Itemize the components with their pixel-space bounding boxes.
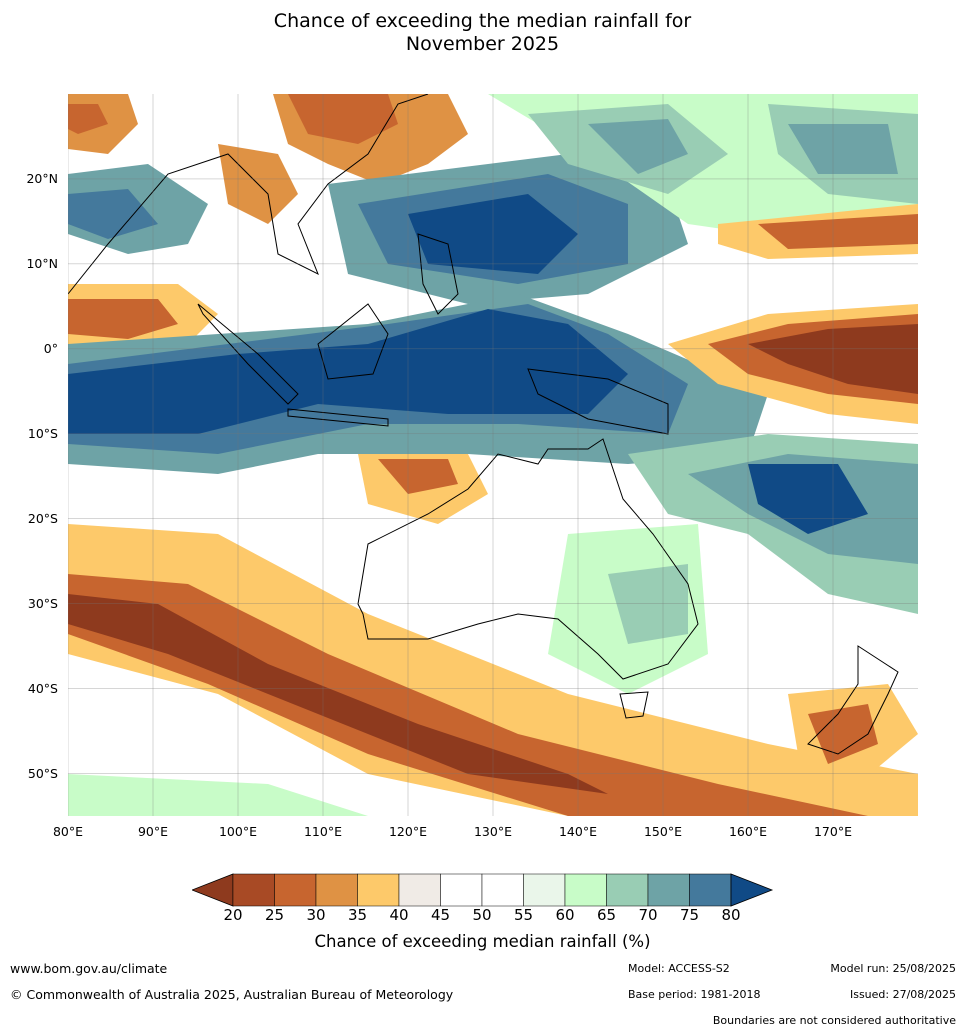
lon-tick-label: 130°E	[473, 824, 512, 839]
new-zealand-coastline	[807, 645, 899, 755]
lat-tick-label: 20°S	[27, 510, 58, 526]
colorbar-segment	[689, 873, 732, 907]
colorbar-segment	[647, 873, 690, 907]
colorbar-level-label: 75	[679, 906, 700, 924]
colorbar-arrow-low	[190, 873, 234, 907]
colorbar-segment	[606, 873, 649, 907]
lon-tick-label: 140°E	[558, 824, 597, 839]
philippines-coastline	[417, 233, 459, 315]
colorbar-level-label: 35	[347, 906, 368, 924]
map-title: Chance of exceeding the median rainfall …	[0, 10, 965, 56]
lon-tick-label: 160°E	[728, 824, 767, 839]
colorbar-segment	[274, 873, 317, 907]
java-coastline	[287, 408, 389, 427]
colorbar-level-label: 70	[638, 906, 658, 924]
title-line-2: November 2025	[405, 33, 560, 55]
lon-tick-label: 100°E	[218, 824, 257, 839]
copyright-text: © Commonwealth of Australia 2025, Austra…	[10, 987, 454, 1002]
title-line-1: Chance of exceeding the median rainfall …	[273, 10, 692, 32]
colorbar-level-label: 80	[721, 906, 741, 924]
colorbar-segment	[315, 873, 358, 907]
lon-tick-label: 80°E	[52, 824, 84, 839]
lon-tick-label: 110°E	[303, 824, 342, 839]
colorbar-level-label: 55	[513, 906, 534, 924]
legend-title: Chance of exceeding median rainfall (%)	[314, 932, 651, 951]
colorbar-level-label: 20	[223, 906, 243, 924]
model-run-text: Model run: 25/08/2025	[830, 962, 956, 975]
colorbar-segment	[398, 873, 441, 907]
base-period-text: Base period: 1981-2018	[628, 988, 761, 1001]
issued-text: Issued: 27/08/2025	[849, 988, 956, 1001]
map-gridlines	[68, 94, 918, 816]
website-link[interactable]: www.bom.gov.au/climate	[10, 961, 168, 976]
lon-tick-label: 120°E	[388, 824, 427, 839]
colorbar-level-label: 60	[555, 906, 575, 924]
borneo-coastline	[317, 303, 389, 380]
lat-tick-label: 50°S	[27, 765, 58, 781]
sumatra-coastline	[197, 303, 299, 405]
colorbar-arrow-high	[730, 873, 774, 907]
colorbar-segment	[440, 873, 483, 907]
lat-tick-label: 0°	[43, 340, 58, 356]
colorbar-level-label: 50	[472, 906, 492, 924]
colorbar-segment	[232, 873, 275, 907]
lon-tick-label: 150°E	[643, 824, 682, 839]
colorbar-level-label: 65	[596, 906, 617, 924]
australia-coastline	[357, 438, 699, 680]
colorbar-segment	[564, 873, 607, 907]
lat-tick-label: 20°N	[26, 170, 58, 186]
model-text: Model: ACCESS-S2	[628, 962, 730, 975]
lat-tick-label: 30°S	[27, 595, 58, 611]
lat-tick-label: 10°N	[26, 255, 58, 271]
colorbar-level-label: 40	[389, 906, 409, 924]
lat-tick-label: 40°S	[27, 680, 58, 696]
colorbar-segment	[357, 873, 400, 907]
colorbar-level-label: 30	[306, 906, 326, 924]
colorbar-segment	[523, 873, 566, 907]
lon-tick-label: 90°E	[137, 824, 169, 839]
colorbar-level-label: 25	[264, 906, 285, 924]
disclaimer-text: Boundaries are not considered authoritat…	[712, 1014, 956, 1027]
colorbar-level-label: 45	[430, 906, 451, 924]
rainfall-map	[68, 94, 918, 816]
lat-tick-label: 10°S	[27, 425, 58, 441]
colorbar-segment	[481, 873, 524, 907]
tasmania-coastline	[619, 691, 649, 719]
lon-tick-label: 170°E	[813, 824, 852, 839]
legend-colorbar	[190, 873, 774, 911]
